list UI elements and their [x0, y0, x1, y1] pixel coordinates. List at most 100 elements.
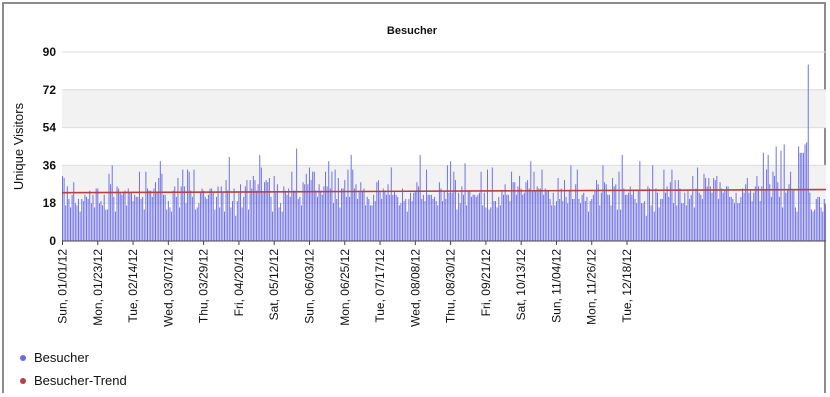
bar [450, 161, 451, 241]
bar [341, 189, 342, 242]
bar [607, 195, 608, 241]
bar [107, 210, 108, 242]
bar [293, 191, 294, 241]
bar [498, 197, 499, 241]
bar [211, 189, 212, 242]
bar [752, 201, 753, 241]
bar [596, 180, 597, 241]
bar [210, 189, 211, 242]
bar [315, 191, 316, 241]
bar [410, 193, 411, 241]
bar [81, 199, 82, 241]
bar [397, 197, 398, 241]
bar [173, 191, 174, 241]
bar [726, 186, 727, 241]
bar [481, 172, 482, 241]
bar [311, 180, 312, 241]
bar [691, 195, 692, 241]
bar [388, 184, 389, 241]
bar [418, 186, 419, 241]
bar [764, 191, 765, 241]
bar [240, 184, 241, 241]
bar [508, 195, 509, 241]
bar [582, 195, 583, 241]
bar [142, 197, 143, 241]
bar [723, 193, 724, 241]
x-tick-label: Sat, 05/12/12 [267, 249, 281, 321]
bar [676, 205, 677, 241]
bar [466, 205, 467, 241]
bar [227, 191, 228, 241]
bar [166, 210, 167, 242]
bar [473, 195, 474, 241]
bar [716, 176, 717, 241]
bar [205, 197, 206, 241]
legend-item-besucher[interactable]: Besucher [20, 346, 127, 369]
bar [168, 201, 169, 241]
bar [407, 212, 408, 241]
chart-title: Besucher [387, 25, 438, 37]
legend-marker-besucher-trend [20, 378, 26, 384]
bar [780, 151, 781, 241]
bar [392, 195, 393, 241]
bar [117, 186, 118, 241]
y-tick-label: 54 [43, 121, 57, 135]
bar [372, 205, 373, 241]
bar [104, 195, 105, 241]
bar [747, 178, 748, 241]
bar [327, 186, 328, 241]
bar [121, 195, 122, 241]
bar [144, 210, 145, 242]
bar [307, 184, 308, 241]
bar [214, 210, 215, 242]
bar [282, 212, 283, 241]
bar [679, 189, 680, 242]
bar [760, 201, 761, 241]
bar [622, 155, 623, 241]
bar [479, 193, 480, 241]
bar [808, 65, 809, 241]
bar [123, 193, 124, 241]
bar [556, 201, 557, 241]
bar [251, 189, 252, 242]
bar [768, 155, 769, 241]
bar [97, 189, 98, 242]
bar [203, 191, 204, 241]
bar [338, 178, 339, 241]
bar [115, 212, 116, 241]
bar [237, 201, 238, 241]
x-tick-label: Mon, 01/23/12 [91, 249, 105, 326]
bar [83, 201, 84, 241]
bar [190, 191, 191, 241]
bar [447, 165, 448, 241]
bar [532, 191, 533, 241]
legend: Besucher Besucher-Trend [20, 346, 127, 392]
bar [651, 205, 652, 241]
bar [505, 184, 506, 241]
bar [266, 180, 267, 241]
bar [712, 193, 713, 241]
bar [575, 184, 576, 241]
bar [646, 216, 647, 241]
bar [65, 205, 66, 241]
bar [73, 182, 74, 241]
bar [157, 193, 158, 241]
bar [250, 180, 251, 241]
bar [163, 195, 164, 241]
bar [476, 197, 477, 241]
x-tick-label: Wed, 08/08/12 [408, 249, 422, 327]
bar [628, 193, 629, 241]
bar [756, 176, 757, 241]
bar [580, 203, 581, 241]
bar [269, 178, 270, 241]
bar [797, 212, 798, 241]
bar [683, 203, 684, 241]
bar [811, 210, 812, 242]
bar [558, 178, 559, 241]
bar [421, 199, 422, 241]
bar [489, 210, 490, 242]
bar [739, 203, 740, 241]
bar [216, 197, 217, 241]
bar [816, 199, 817, 241]
legend-item-besucher-trend[interactable]: Besucher-Trend [20, 369, 127, 392]
